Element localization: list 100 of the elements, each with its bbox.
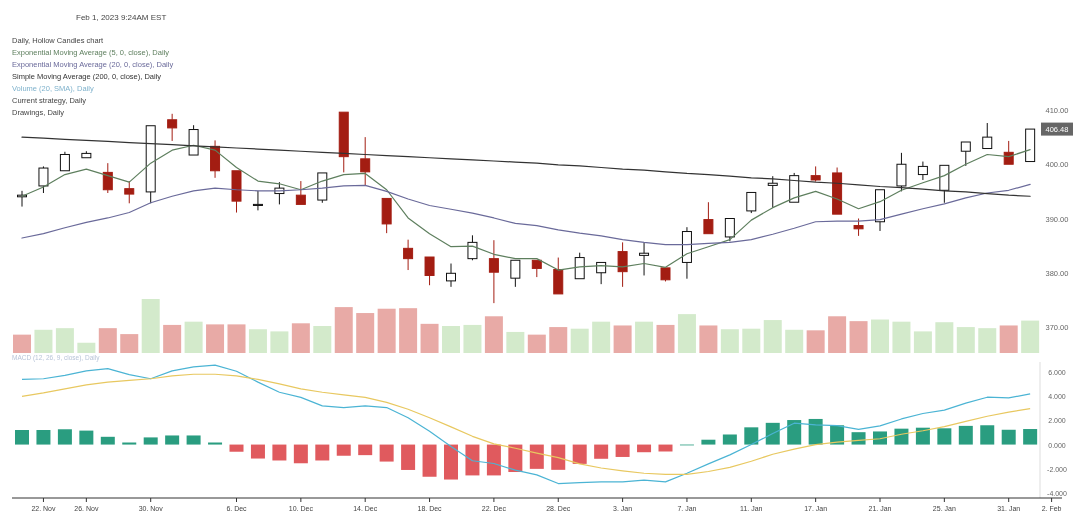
bar (248, 329, 267, 353)
candlestick (252, 190, 263, 211)
line-series (21, 373, 1031, 475)
bar (1021, 320, 1040, 353)
bar (958, 425, 973, 445)
bar (722, 434, 737, 445)
bar (871, 319, 889, 353)
candlestick (102, 162, 113, 194)
bar (401, 444, 416, 470)
bar (15, 430, 29, 445)
bar (141, 299, 160, 353)
candlestick (446, 263, 456, 288)
bar (763, 320, 782, 353)
bar (529, 444, 544, 469)
bar (594, 444, 609, 459)
bar (186, 435, 201, 445)
candlestick (832, 167, 843, 215)
bar (399, 308, 418, 353)
candlestick (553, 257, 564, 295)
bar (980, 425, 995, 445)
line-series (21, 364, 1031, 485)
bar (336, 444, 351, 456)
candlestick (939, 164, 950, 204)
bar (873, 431, 887, 445)
bar (163, 324, 182, 353)
bar (486, 444, 501, 476)
bar (463, 324, 482, 353)
candlestick (17, 190, 27, 208)
bar (55, 328, 74, 353)
candlestick (917, 161, 928, 181)
candlestick (59, 151, 70, 172)
bar (57, 429, 72, 445)
bar (999, 325, 1018, 353)
candlestick (81, 150, 92, 159)
bar (913, 331, 932, 353)
bar (849, 321, 868, 353)
candlestick (1025, 128, 1036, 163)
bar (465, 444, 480, 476)
bar (785, 329, 804, 353)
bar (978, 328, 997, 353)
bar (656, 324, 675, 353)
bar (635, 321, 654, 353)
bar (34, 329, 53, 353)
bar (79, 430, 94, 445)
bar (527, 334, 546, 353)
bar (551, 444, 566, 470)
bar (377, 308, 396, 353)
bar (613, 325, 632, 353)
bar (1001, 429, 1016, 445)
bar (742, 328, 761, 353)
bar (720, 329, 739, 353)
bar (699, 325, 718, 353)
bar (1023, 429, 1038, 445)
line-series (21, 136, 1031, 197)
bar (570, 328, 589, 353)
chart-title: Feb 1, 2023 9:24AM EST (76, 13, 167, 22)
bar (677, 314, 696, 353)
candlestick (875, 189, 885, 232)
candlestick (982, 122, 993, 150)
bar (122, 442, 137, 445)
bar (379, 444, 394, 462)
bar (892, 321, 911, 353)
bar (227, 324, 246, 353)
candlestick (703, 201, 714, 235)
bar (442, 326, 460, 353)
bar (98, 328, 117, 353)
bar (334, 307, 353, 353)
bar (206, 324, 225, 353)
bar (184, 321, 203, 353)
bar (36, 430, 51, 445)
bar (765, 422, 780, 445)
bar (787, 420, 802, 445)
bar (935, 322, 954, 353)
bar (592, 321, 611, 353)
bar (13, 334, 31, 353)
bar (506, 331, 525, 353)
bar (701, 439, 716, 445)
bar (549, 327, 568, 353)
bar (915, 427, 930, 445)
bar (444, 444, 458, 480)
bar (315, 444, 330, 461)
line-series (21, 183, 1031, 246)
bar (100, 436, 115, 445)
bar (356, 313, 375, 353)
candlestick (1003, 140, 1014, 165)
bar (143, 437, 158, 445)
bar (808, 418, 823, 445)
bar (744, 427, 759, 445)
bar (270, 331, 289, 353)
bar (894, 428, 909, 445)
candlestick (403, 239, 414, 271)
bar (637, 444, 652, 453)
bar (272, 444, 287, 461)
bar (422, 444, 437, 477)
candlestick (231, 170, 242, 214)
bar (165, 435, 180, 445)
bar (420, 323, 439, 353)
candlestick (617, 241, 628, 288)
bar (956, 327, 975, 353)
bar (77, 342, 96, 353)
